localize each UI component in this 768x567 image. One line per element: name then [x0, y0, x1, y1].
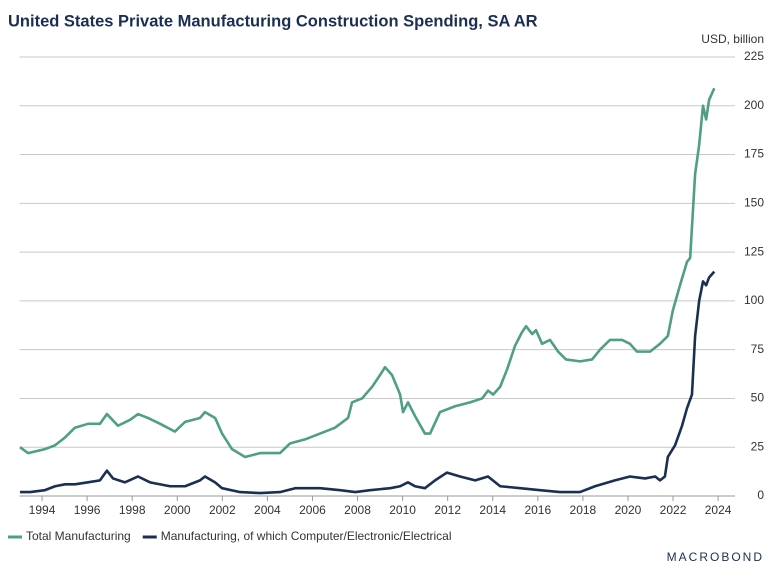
- x-tick-label: 2018: [570, 503, 597, 517]
- series-line: [19, 87, 716, 459]
- x-tick-label: 2024: [705, 503, 732, 517]
- x-tick-label: 1994: [29, 503, 56, 517]
- y-tick-label: 125: [744, 244, 764, 258]
- x-tick-label: 2008: [344, 503, 371, 517]
- x-tick-label: 2006: [299, 503, 326, 517]
- x-tick-label: 2020: [615, 503, 642, 517]
- y-tick-label: 0: [757, 488, 764, 502]
- x-tick-label: 2016: [524, 503, 551, 517]
- x-tick-label: 1998: [119, 503, 146, 517]
- y-tick-label: 150: [744, 196, 764, 210]
- x-tick-label: 2000: [164, 503, 191, 517]
- x-tick-label: 2002: [209, 503, 236, 517]
- y-tick-label: 75: [751, 342, 765, 356]
- legend-label: Manufacturing, of which Computer/Electro…: [161, 529, 452, 543]
- legend-label: Total Manufacturing: [26, 529, 131, 543]
- x-tick-label: 2012: [434, 503, 461, 517]
- y-tick-label: 175: [744, 147, 764, 161]
- x-tick-label: 1996: [74, 503, 101, 517]
- y-tick-label: 50: [751, 391, 765, 405]
- y-tick-label: 100: [744, 293, 764, 307]
- series-line: [19, 270, 716, 495]
- y-axis-label: USD, billion: [701, 32, 764, 46]
- x-tick-label: 2014: [479, 503, 506, 517]
- x-tick-label: 2010: [389, 503, 416, 517]
- x-tick-label: 2022: [660, 503, 687, 517]
- branding: MACROBOND: [667, 550, 764, 564]
- y-tick-label: 225: [744, 49, 764, 63]
- y-tick-label: 200: [744, 98, 764, 112]
- x-tick-label: 2004: [254, 503, 281, 517]
- chart-title: United States Private Manufacturing Cons…: [8, 12, 538, 30]
- y-tick-label: 25: [751, 439, 765, 453]
